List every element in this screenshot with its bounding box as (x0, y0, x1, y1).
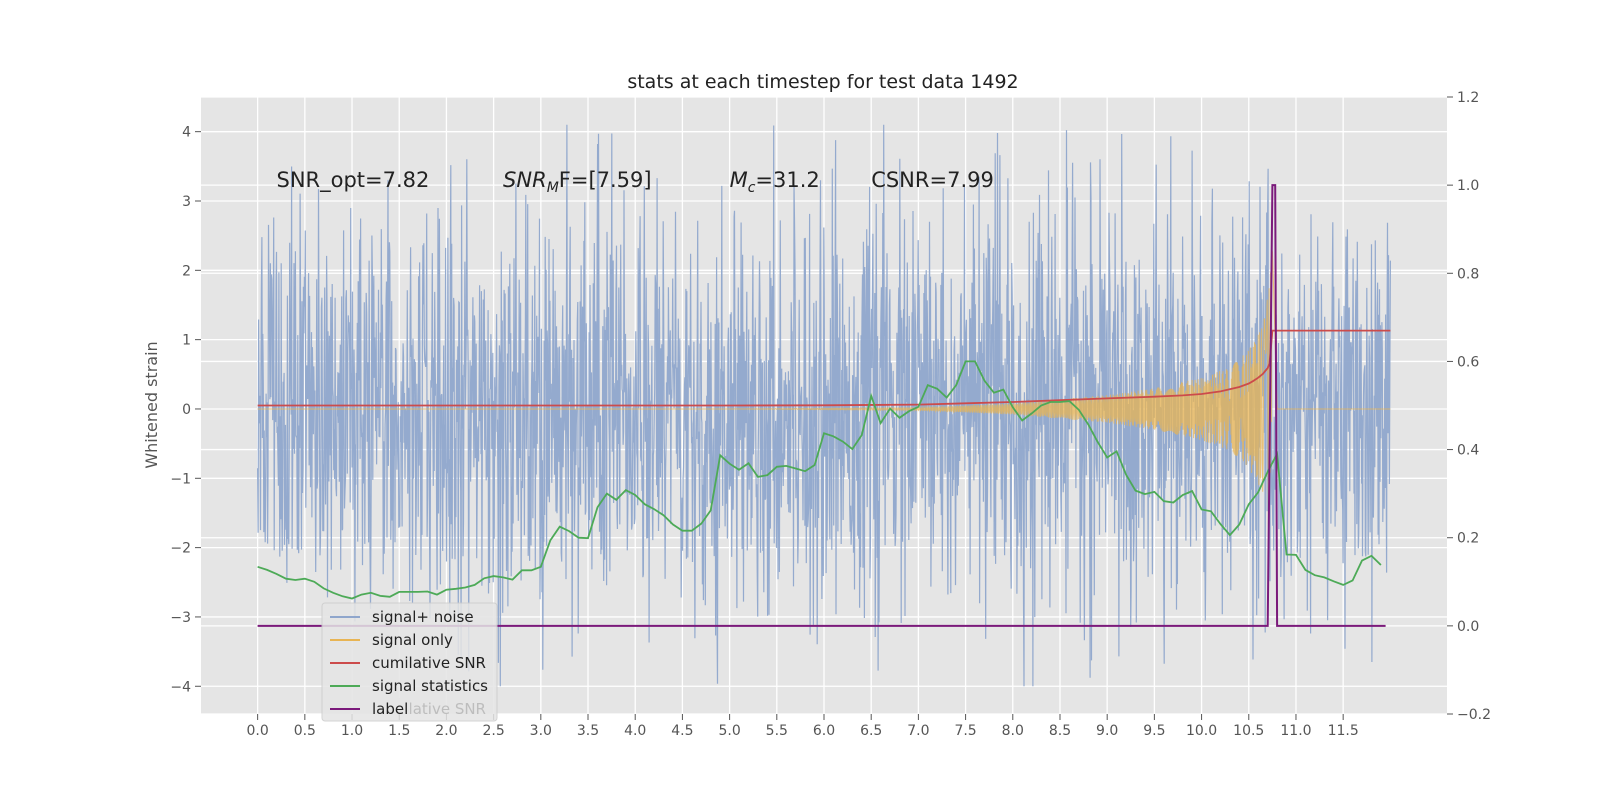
annotation-sub: M (547, 180, 559, 196)
chart-title: stats at each timestep for test data 149… (627, 71, 1018, 93)
annotation-rest: =31.2 (755, 168, 819, 192)
x-tick-label: 8.5 (1049, 723, 1071, 739)
x-tick-label: 11.5 (1328, 723, 1359, 739)
signal-only-line (257, 250, 1391, 527)
y-tick-label: 3 (182, 194, 191, 210)
y-axis-ticks: 4 3 2 1 0 −1 −2 −3 −4 (170, 125, 201, 695)
y2-tick-label: 0.6 (1457, 354, 1479, 370)
y-tick-label: −1 (170, 471, 191, 487)
x-tick-label: 5.0 (718, 723, 740, 739)
x-tick-label: 3.0 (530, 723, 552, 739)
x-tick-label: 10.5 (1233, 723, 1264, 739)
series-signal-noise (257, 124, 1391, 687)
y2-tick-label: 0.0 (1457, 619, 1479, 635)
y-tick-label: 1 (182, 333, 191, 349)
y2-tick-label: −0.2 (1457, 707, 1491, 723)
annotation-1: SNRMF=[7.59] (503, 168, 652, 196)
x-axis-ticks: 0.0 0.5 1.0 1.5 2.0 2.5 3.0 3.5 4.0 4.5 5.0 5.5 6.0 6… (247, 714, 1359, 739)
x-tick-label: 3.5 (577, 723, 599, 739)
annotation-main: SNR (503, 168, 547, 192)
x-tick-label: 10.0 (1186, 723, 1217, 739)
y-tick-label: −2 (170, 541, 191, 557)
x-tick-label: 5.5 (766, 723, 788, 739)
legend-item-label: signal only (372, 631, 453, 649)
x-tick-label: 6.5 (860, 723, 882, 739)
series-lines (257, 184, 1391, 627)
x-tick-label: 1.0 (341, 723, 363, 739)
legend-item-label: signal+ noise (372, 608, 474, 626)
y-tick-label: 0 (182, 402, 191, 418)
x-tick-label: 0.5 (294, 723, 316, 739)
y2-tick-label: 1.2 (1457, 90, 1479, 106)
annotation-0: SNR_opt=7.82 (277, 168, 430, 193)
annotation-rest: F=[7.59] (559, 168, 652, 192)
x-tick-label: 4.0 (624, 723, 646, 739)
legend-item-label: label (372, 700, 408, 718)
legend-box (321, 602, 498, 722)
signal-statistics-line (257, 360, 1382, 600)
y-tick-label: 2 (182, 263, 191, 279)
annotation-3: CSNR=7.99 (871, 168, 994, 192)
x-tick-label: 7.0 (907, 723, 929, 739)
y-axis-title: Whitened strain (142, 341, 161, 468)
series-signal-only (257, 250, 1391, 527)
x-tick-label: 11.0 (1280, 723, 1311, 739)
legend-label-backing (370, 698, 410, 714)
x-tick-label: 2.0 (435, 723, 457, 739)
y-tick-label: −4 (170, 679, 191, 695)
x-tick-label: 1.5 (388, 723, 410, 739)
x-tick-label: 0.0 (247, 723, 269, 739)
legend-item-label: cumilative SNR (372, 654, 486, 672)
x-tick-label: 6.0 (813, 723, 835, 739)
x-tick-label: 4.5 (671, 723, 693, 739)
x-tick-label: 9.5 (1143, 723, 1165, 739)
annotations: SNR_opt=7.82 SNRMF=[7.59] Mc=31.2 CSNR=7.99 (277, 168, 994, 196)
x-tick-label: 8.0 (1002, 723, 1024, 739)
annotation-2: Mc=31.2 (730, 168, 820, 196)
cumulative-snr-line (257, 329, 1391, 407)
x-tick-label: 9.0 (1096, 723, 1118, 739)
y2-tick-label: 1.0 (1457, 178, 1479, 194)
y-tick-label: 4 (182, 125, 191, 141)
label-line (257, 184, 1386, 627)
legend-item-label: signal statistics (372, 677, 488, 695)
y2-axis-ticks: 1.2 1.0 0.8 0.6 0.4 0.2 0.0 −0.2 (1447, 90, 1491, 723)
x-tick-label: 7.5 (954, 723, 976, 739)
y2-tick-label: 0.8 (1457, 266, 1479, 282)
y-tick-label: −3 (170, 610, 191, 626)
annotation-main: M (730, 168, 748, 192)
signal-noise-line (257, 124, 1391, 687)
x-tick-label: 2.5 (482, 723, 504, 739)
y2-tick-label: 0.4 (1457, 443, 1479, 459)
annotation-sub: c (748, 180, 756, 196)
y2-tick-label: 0.2 (1457, 531, 1479, 547)
